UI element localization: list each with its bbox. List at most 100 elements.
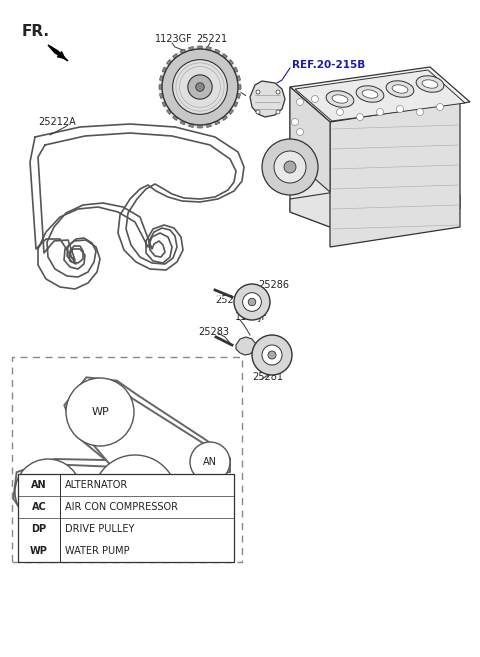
Circle shape [336,108,344,116]
Circle shape [396,106,404,112]
Circle shape [190,442,230,482]
Ellipse shape [356,86,384,102]
Polygon shape [206,122,211,127]
Polygon shape [231,101,238,107]
Circle shape [297,129,303,135]
Circle shape [248,298,256,306]
Circle shape [436,104,444,110]
Text: WATER PUMP: WATER PUMP [65,546,130,556]
Polygon shape [290,67,470,122]
Circle shape [256,90,260,94]
Polygon shape [214,49,220,55]
Ellipse shape [326,91,354,107]
Ellipse shape [392,85,408,93]
Polygon shape [189,47,194,53]
Text: AC: AC [32,502,47,512]
Circle shape [291,118,299,125]
Polygon shape [236,337,256,355]
Polygon shape [206,47,211,53]
Circle shape [376,108,384,116]
FancyArrowPatch shape [50,47,64,58]
Text: FR.: FR. [22,24,50,39]
Text: 25286: 25286 [258,280,289,290]
Text: DP: DP [127,492,143,502]
Polygon shape [189,122,194,127]
Text: AC: AC [40,487,56,497]
Text: AIR CON COMPRESSOR: AIR CON COMPRESSOR [65,502,178,512]
Circle shape [262,345,282,365]
Ellipse shape [332,95,348,103]
Text: AN: AN [31,480,47,490]
Circle shape [252,335,292,375]
Text: 1140JF: 1140JF [235,312,268,322]
Circle shape [188,75,212,99]
Text: ALTERNATOR: ALTERNATOR [65,480,128,490]
Polygon shape [221,114,228,120]
Circle shape [66,378,134,446]
Bar [12,357,242,562]
Polygon shape [227,60,233,66]
Circle shape [274,151,306,183]
Polygon shape [330,102,460,247]
Circle shape [196,83,204,91]
Polygon shape [198,123,202,128]
Ellipse shape [386,81,414,97]
Polygon shape [167,60,173,66]
Circle shape [159,46,241,128]
Polygon shape [198,46,202,51]
Circle shape [276,110,280,114]
Polygon shape [235,93,240,99]
Circle shape [162,49,238,125]
Text: 25212A: 25212A [38,117,76,127]
Polygon shape [236,85,241,89]
Bar [18,474,234,562]
Circle shape [297,99,303,106]
Circle shape [268,351,276,359]
Circle shape [417,108,423,116]
Polygon shape [214,119,220,125]
Text: DP: DP [31,524,47,534]
Ellipse shape [362,90,378,98]
Text: WP: WP [30,546,48,556]
Circle shape [93,455,177,539]
Text: 25285P: 25285P [215,295,252,305]
Polygon shape [250,81,285,117]
Circle shape [276,90,280,94]
Text: WP: WP [91,407,109,417]
Ellipse shape [416,76,444,92]
Circle shape [262,139,318,195]
Circle shape [256,110,260,114]
Polygon shape [159,76,165,81]
Circle shape [234,284,270,320]
Text: 25281: 25281 [252,372,283,382]
Text: 25221: 25221 [196,34,227,44]
Polygon shape [295,70,465,121]
Polygon shape [290,87,330,192]
Polygon shape [159,93,165,99]
Polygon shape [221,53,228,60]
Polygon shape [235,76,240,81]
Text: REF.20-215B: REF.20-215B [292,60,365,70]
Polygon shape [180,119,186,125]
Polygon shape [180,49,186,55]
Polygon shape [231,67,238,73]
Ellipse shape [422,79,438,88]
Circle shape [312,95,319,102]
Polygon shape [162,101,168,107]
Polygon shape [167,108,173,114]
Circle shape [15,459,81,525]
Polygon shape [48,45,68,61]
Polygon shape [162,67,168,73]
Circle shape [357,114,363,120]
Polygon shape [290,87,330,227]
Polygon shape [173,53,179,60]
Text: 1123GF: 1123GF [155,34,193,44]
Text: DRIVE PULLEY: DRIVE PULLEY [65,524,134,534]
Text: 25283: 25283 [198,327,229,337]
Polygon shape [173,114,179,120]
Polygon shape [227,108,233,114]
Text: AN: AN [203,457,217,467]
Circle shape [242,292,261,311]
Polygon shape [159,85,164,89]
Circle shape [284,161,296,173]
